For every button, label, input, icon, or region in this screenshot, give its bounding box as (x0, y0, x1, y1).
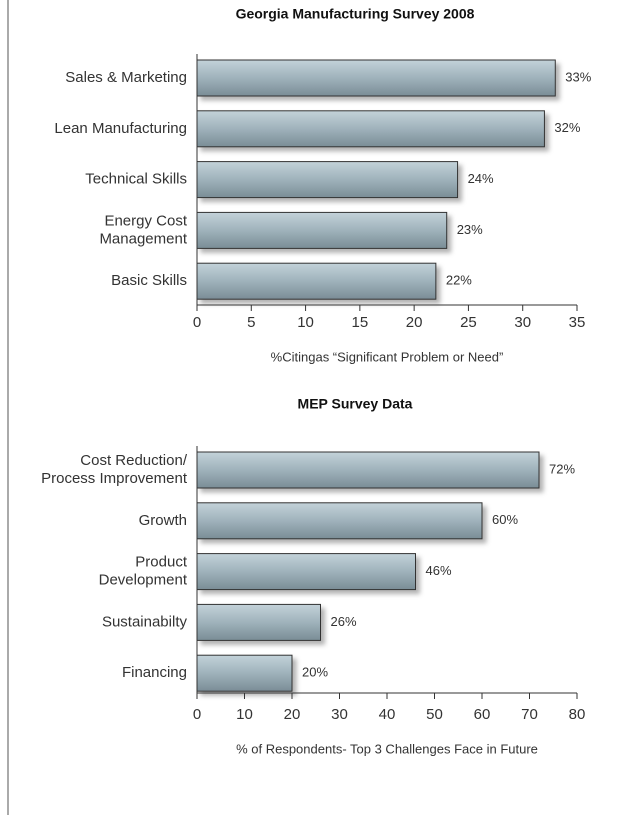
value-label: 23% (457, 222, 483, 237)
x-tick-label: 20 (406, 314, 423, 331)
category-label: Financing (122, 664, 187, 681)
x-tick-label: 70 (521, 706, 538, 723)
x-tick-label: 30 (331, 706, 348, 723)
x-tick-label: 25 (460, 314, 477, 331)
bar (196, 211, 448, 249)
value-label: 22% (446, 273, 472, 288)
bar (196, 553, 416, 591)
category-label: Lean Manufacturing (54, 120, 187, 137)
category-label: Product Development (99, 554, 188, 589)
x-tick-label: 10 (236, 706, 253, 723)
category-label: Energy Cost Management (99, 212, 187, 247)
x-tick-label: 60 (474, 706, 491, 723)
x-tick-label: 80 (569, 706, 586, 723)
category-label: Technical Skills (85, 171, 187, 188)
x-tick-label: 0 (193, 706, 201, 723)
bar (196, 603, 321, 641)
bar (196, 110, 545, 148)
category-label: Growth (139, 512, 187, 529)
x-tick-label: 50 (426, 706, 443, 723)
x-tick-label: 0 (193, 314, 201, 331)
value-label: 46% (426, 563, 452, 578)
x-tick-label: 35 (569, 314, 586, 331)
category-label: Basic Skills (111, 272, 187, 289)
value-label: 72% (549, 461, 575, 476)
x-tick-label: 40 (379, 706, 396, 723)
value-label: 20% (302, 665, 328, 680)
value-label: 32% (554, 120, 580, 135)
bar (196, 451, 540, 489)
x-tick-label: 15 (352, 314, 369, 331)
category-label: Sustainabilty (102, 613, 188, 630)
value-label: 24% (468, 171, 494, 186)
x-tick-label: 5 (247, 314, 255, 331)
x-axis-label: % of Respondents- Top 3 Challenges Face … (236, 741, 538, 756)
chart-title: Georgia Manufacturing Survey 2008 (236, 6, 475, 22)
category-label: Sales & Marketing (65, 69, 187, 86)
bar (196, 262, 437, 300)
category-label: Cost Reduction/Process Improvement (41, 452, 188, 487)
x-axis-label: %Citingas “Significant Problem or Need” (271, 349, 504, 364)
value-label: 26% (331, 614, 357, 629)
bar (196, 59, 556, 97)
x-tick-label: 20 (284, 706, 301, 723)
x-tick-label: 30 (514, 314, 531, 331)
bar (196, 161, 459, 199)
x-tick-label: 10 (297, 314, 314, 331)
chart-title: MEP Survey Data (298, 396, 413, 412)
bar (196, 654, 293, 692)
value-label: 60% (492, 512, 518, 527)
value-label: 33% (565, 69, 591, 84)
bar (196, 502, 483, 540)
